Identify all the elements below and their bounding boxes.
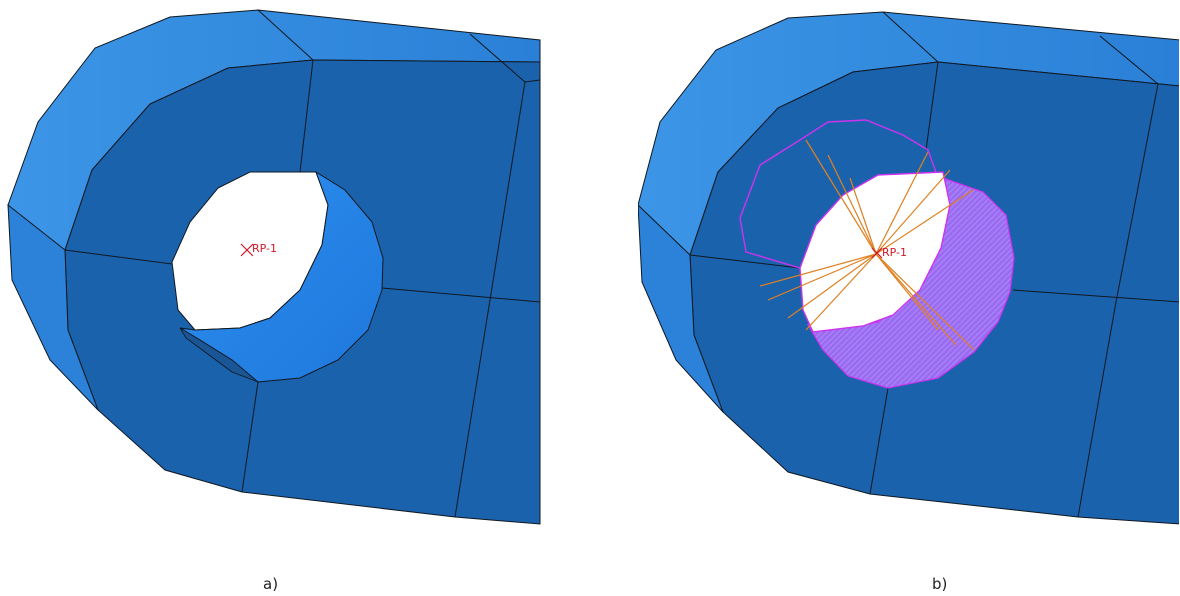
part-model-a: RP-1 <box>7 9 541 525</box>
caption-b: b) <box>932 575 948 593</box>
bore-shadow <box>179 327 259 383</box>
coupling-lines <box>759 139 975 351</box>
partition-edges <box>689 11 1179 518</box>
rp-label-b: RP-1 <box>882 246 907 259</box>
reference-point-b: RP-1 <box>871 246 907 259</box>
part-model-b: RP-1 <box>638 11 1179 525</box>
caption-a: a) <box>263 575 279 593</box>
rp-label-a: RP-1 <box>252 242 277 255</box>
x-mark-icon <box>871 247 883 259</box>
panel-a: RP-1 <box>0 0 541 540</box>
x-mark-icon <box>240 243 254 257</box>
reference-point-a: RP-1 <box>240 242 277 257</box>
partition-edges <box>64 9 541 518</box>
panel-b: RP-1 <box>638 0 1179 540</box>
